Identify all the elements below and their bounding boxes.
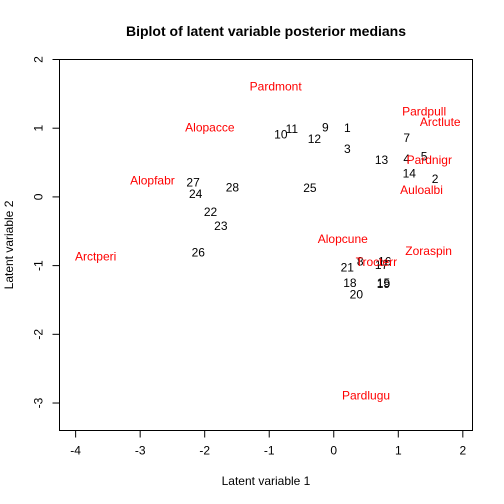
- site-label: 22: [204, 205, 218, 219]
- x-tick-label: -3: [135, 444, 146, 458]
- x-tick-label: -4: [70, 444, 81, 458]
- site-label: 11: [286, 122, 299, 136]
- x-axis-label: Latent variable 1: [222, 474, 311, 488]
- species-label: Pardlugu: [342, 388, 390, 402]
- x-tick-label: -2: [199, 444, 210, 458]
- y-axis-label: Latent variable 2: [2, 200, 16, 289]
- site-label: 7: [403, 131, 410, 145]
- site-label: 5: [421, 149, 428, 163]
- species-label: Pardnigr: [407, 153, 452, 167]
- site-label: 8: [357, 254, 364, 268]
- site-label: 1: [344, 121, 351, 135]
- site-label: 15: [377, 276, 391, 290]
- y-axis: -3 -2 -1 0 1 2: [32, 56, 60, 408]
- site-label: 23: [214, 219, 228, 233]
- chart-title: Biplot of latent variable posterior medi…: [126, 23, 406, 39]
- species-label: Alopcune: [318, 232, 368, 246]
- site-label: 4: [403, 152, 410, 166]
- site-label: 3: [344, 142, 351, 156]
- x-tick-label: 0: [330, 444, 337, 458]
- site-label: 17: [375, 258, 389, 272]
- y-tick-label: -1: [32, 260, 46, 271]
- y-tick-label: 2: [32, 56, 46, 63]
- species-label: Trocterr: [356, 255, 398, 269]
- site-label: 14: [403, 167, 417, 181]
- site-label: 21: [341, 261, 355, 275]
- site-label: 27: [186, 175, 200, 189]
- site-label: 18: [343, 276, 357, 290]
- x-tick-label: -1: [264, 444, 275, 458]
- site-label: 26: [192, 246, 206, 260]
- y-tick-label: 0: [32, 193, 46, 200]
- species-label: Arctlute: [420, 115, 461, 129]
- site-label: 10: [274, 127, 288, 141]
- x-axis: -4 -3 -2 -1 0 1 2: [70, 430, 466, 458]
- site-label: 28: [226, 180, 240, 194]
- site-label: 24: [189, 187, 203, 201]
- site-label: 25: [303, 181, 317, 195]
- site-label: 20: [350, 287, 364, 301]
- species-label: Alopfabr: [130, 173, 175, 187]
- site-label: 2: [432, 172, 439, 186]
- site-label: 19: [377, 277, 391, 291]
- species-label: Pardmont: [250, 79, 303, 93]
- species-label: Arctperi: [75, 250, 116, 264]
- x-tick-label: 2: [459, 444, 466, 458]
- site-label: 16: [378, 254, 392, 268]
- x-tick-label: 1: [395, 444, 402, 458]
- species-label: Pardpull: [402, 105, 446, 119]
- site-label: 9: [322, 121, 329, 135]
- y-tick-label: -2: [32, 329, 46, 340]
- species-label: Auloalbi: [400, 183, 443, 197]
- species-label: Alopacce: [185, 121, 235, 135]
- site-label: 13: [375, 153, 389, 167]
- species-label: Zoraspin: [405, 244, 452, 258]
- y-tick-label: -3: [32, 397, 46, 408]
- y-tick-label: 1: [32, 125, 46, 132]
- site-label: 12: [308, 132, 322, 146]
